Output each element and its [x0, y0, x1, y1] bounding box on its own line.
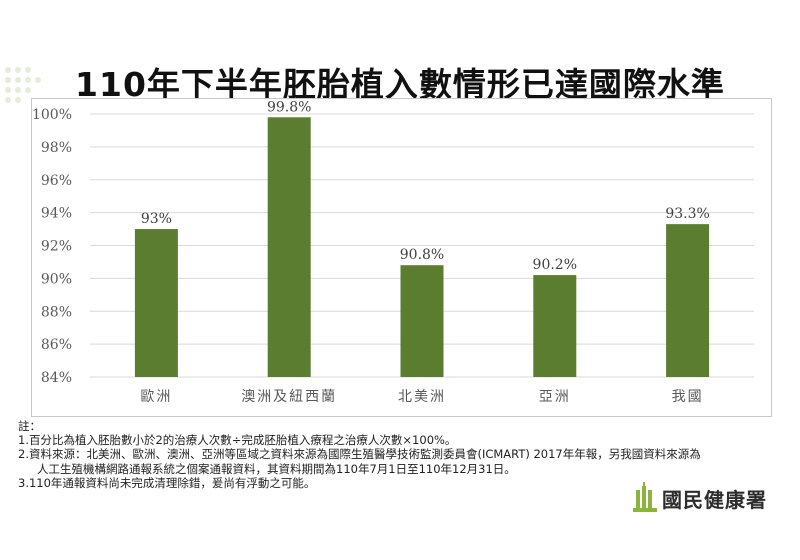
hpa-logo: 國民健康署: [633, 482, 783, 512]
y-tick-label: 90%: [41, 271, 72, 287]
data-label: 99.8%: [267, 99, 311, 115]
x-tick-label: 北美洲: [398, 389, 446, 405]
y-tick-label: 92%: [41, 239, 72, 255]
footnote-2-continued: 人工生殖機構網路通報系統之個案通報資料，其資料期間為110年7月1日至110年1…: [37, 461, 516, 476]
footnote-header: 註：: [18, 419, 41, 433]
y-tick-label: 94%: [41, 206, 72, 222]
y-tick-label: 84%: [41, 370, 72, 386]
data-label: 93.3%: [665, 206, 709, 222]
bar: [400, 265, 444, 377]
bar: [267, 117, 311, 377]
x-tick-label: 澳洲及紐西蘭: [241, 389, 337, 405]
y-tick-label: 86%: [41, 337, 72, 353]
footnote-2: 2.資料來源：北美洲、歐洲、澳洲、亞洲等區域之資料來源為國際生殖醫學技術監測委員…: [18, 447, 701, 462]
bar: [533, 275, 577, 377]
hpa-building-icon: [633, 482, 657, 512]
decorative-dots-icon: [5, 67, 41, 103]
footnote-1: 1.百分比為植入胚胎數小於2的治療人次數÷完成胚胎植入療程之治療人次數×100%…: [18, 433, 457, 448]
y-tick-label: 98%: [41, 140, 72, 156]
footnotes: 註： 1.百分比為植入胚胎數小於2的治療人次數÷完成胚胎植入療程之治療人次數×1…: [18, 419, 788, 490]
footnote-3: 3.110年通報資料尚未完成清理除錯，爰尚有浮動之可能。: [18, 475, 316, 490]
bar: [134, 229, 178, 377]
data-label: 90.8%: [400, 247, 444, 263]
data-label: 93%: [141, 211, 172, 227]
y-tick-label: 96%: [41, 173, 72, 189]
x-tick-label: 歐洲: [140, 389, 172, 405]
y-tick-label: 100%: [32, 107, 72, 123]
y-tick-label: 88%: [41, 304, 72, 320]
bottom-letterbox: [0, 522, 800, 560]
x-tick-label: 我國: [672, 389, 704, 405]
bar: [666, 224, 710, 377]
top-letterbox: [0, 0, 800, 38]
page-title: 110年下半年胚胎植入數情形已達國際水準: [75, 65, 725, 104]
x-tick-label: 亞洲: [539, 389, 571, 405]
data-label: 90.2%: [533, 257, 577, 273]
logo-text: 國民健康署: [662, 488, 767, 512]
bar-chart: 84% 86% 88% 90% 92% 94% 96% 98% 100% 93% 歐洲 99.8% 澳洲…: [32, 99, 754, 405]
chart-frame: 84% 86% 88% 90% 92% 94% 96% 98% 100% 93% 歐洲 99.8% 澳洲…: [31, 98, 772, 417]
